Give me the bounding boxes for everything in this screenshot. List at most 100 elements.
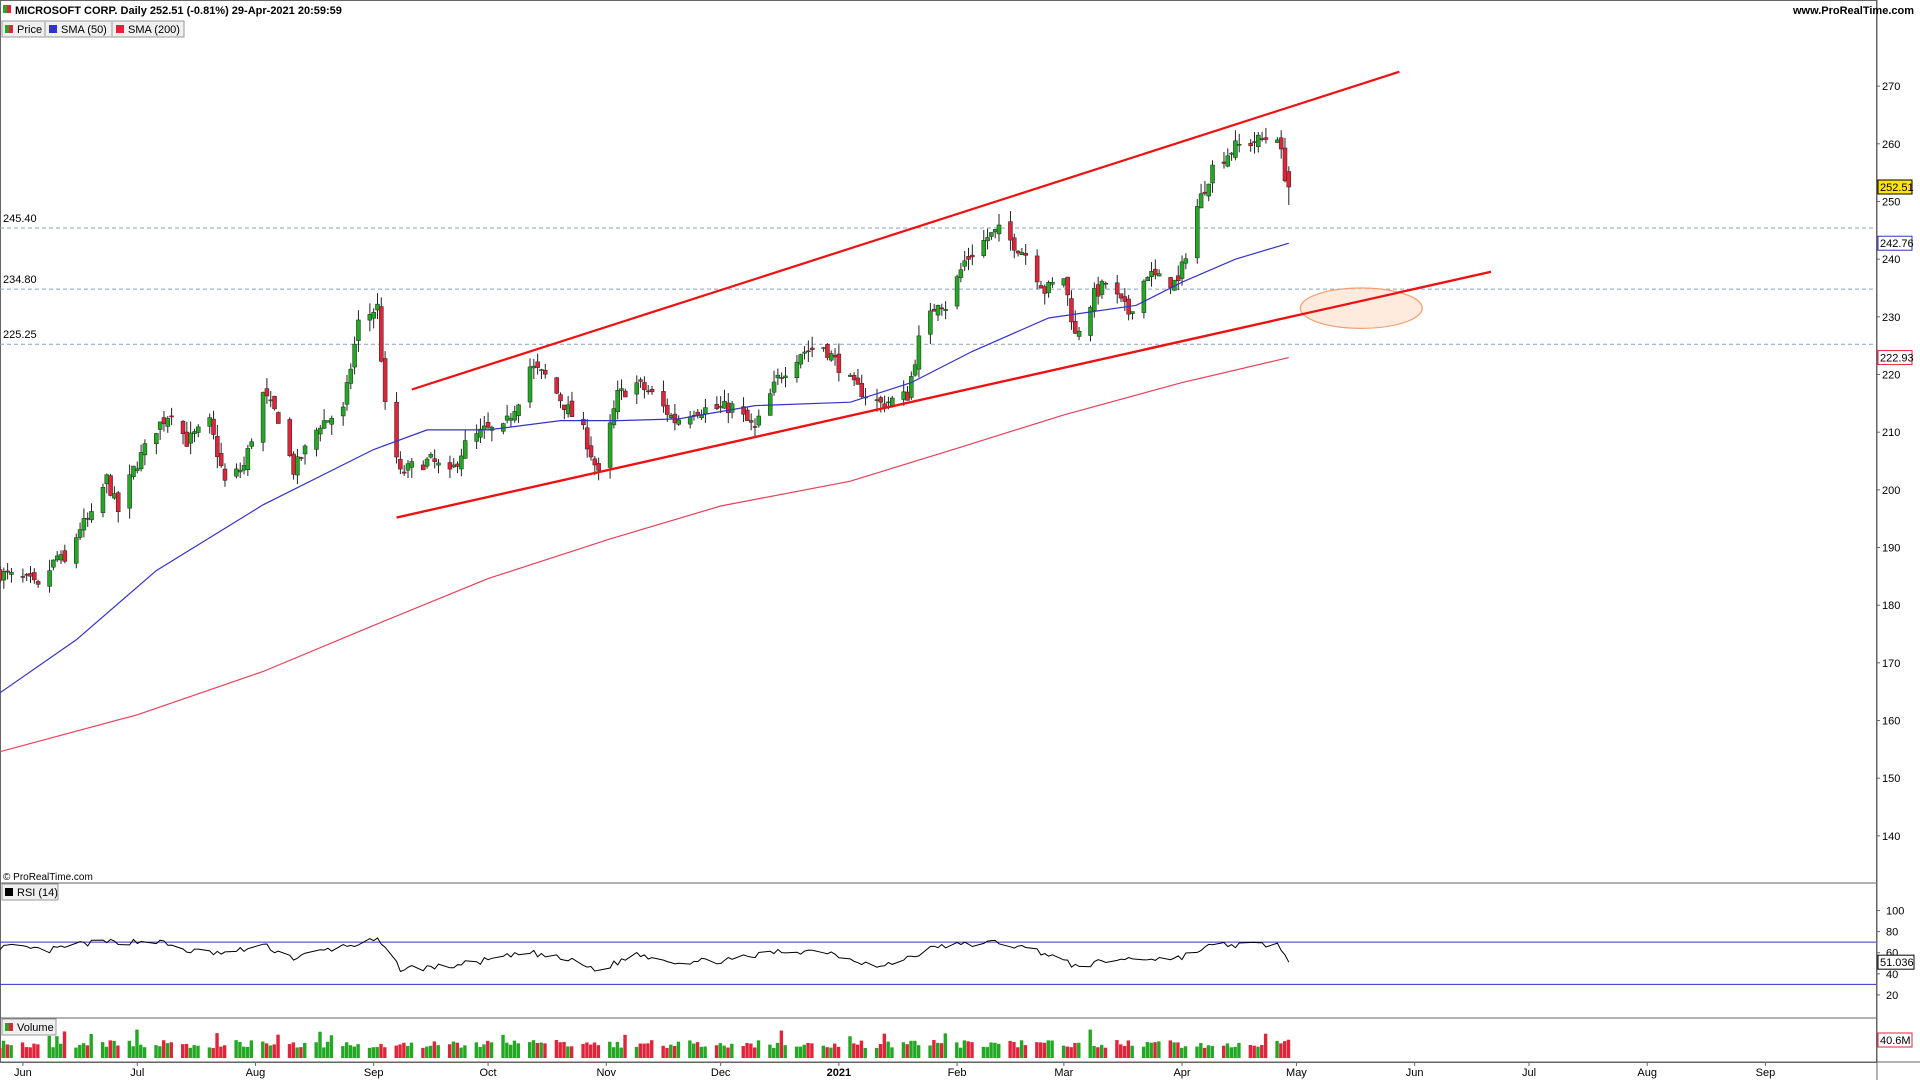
volume-bar[interactable]	[672, 1046, 677, 1058]
volume-pane[interactable]	[0, 1029, 1291, 1058]
volume-bar[interactable]	[958, 1047, 963, 1058]
candle[interactable]	[1275, 137, 1280, 144]
volume-bar[interactable]	[238, 1041, 242, 1058]
candle[interactable]	[989, 232, 994, 240]
candle[interactable]	[321, 409, 327, 430]
candle[interactable]	[508, 413, 514, 427]
volume-bar[interactable]	[165, 1043, 170, 1058]
volume-bar[interactable]	[508, 1044, 513, 1058]
volume-bar[interactable]	[451, 1041, 456, 1058]
candle[interactable]	[1210, 160, 1215, 193]
volume-bar[interactable]	[222, 1045, 227, 1058]
candle[interactable]	[104, 473, 110, 494]
volume-bar[interactable]	[966, 1041, 970, 1058]
candle[interactable]	[169, 407, 174, 426]
candle[interactable]	[783, 366, 788, 388]
candle[interactable]	[1088, 305, 1093, 342]
volume-bar[interactable]	[489, 1042, 494, 1058]
candle[interactable]	[909, 371, 914, 400]
candle[interactable]	[992, 229, 998, 239]
volume-bar[interactable]	[794, 1046, 799, 1058]
volume-bar[interactable]	[1168, 1040, 1172, 1058]
candle[interactable]	[260, 391, 266, 452]
candle[interactable]	[645, 385, 651, 395]
volume-bar[interactable]	[1153, 1042, 1157, 1058]
volume-bar[interactable]	[428, 1045, 433, 1058]
volume-bar[interactable]	[874, 1047, 879, 1058]
price-pane[interactable]: 245.40 234.80 225.25	[0, 70, 1876, 753]
volume-bar[interactable]	[1195, 1046, 1199, 1058]
candle[interactable]	[1202, 180, 1208, 196]
candle[interactable]	[1256, 132, 1261, 153]
candle[interactable]	[485, 412, 491, 430]
volume-bar[interactable]	[1199, 1043, 1203, 1058]
volume-bar[interactable]	[104, 1046, 109, 1058]
candle[interactable]	[565, 395, 571, 418]
volume-bar[interactable]	[730, 1043, 734, 1058]
candle[interactable]	[74, 533, 79, 569]
volume-bar[interactable]	[852, 1043, 856, 1058]
volume-bar[interactable]	[154, 1045, 158, 1058]
candle[interactable]	[241, 456, 247, 475]
volume-bar[interactable]	[299, 1047, 303, 1058]
volume-bar[interactable]	[394, 1045, 398, 1058]
volume-bar[interactable]	[501, 1034, 505, 1058]
candle[interactable]	[527, 358, 533, 408]
volume-bar[interactable]	[1282, 1041, 1287, 1058]
candle[interactable]	[1145, 276, 1150, 282]
volume-bar[interactable]	[459, 1047, 463, 1058]
candle[interactable]	[298, 456, 304, 461]
candle[interactable]	[1183, 253, 1189, 270]
candle[interactable]	[424, 457, 430, 469]
volume-bar[interactable]	[409, 1042, 414, 1058]
candle[interactable]	[722, 389, 727, 409]
candle[interactable]	[196, 424, 201, 438]
volume-bar[interactable]	[1252, 1045, 1256, 1058]
volume-bar[interactable]	[1286, 1039, 1291, 1058]
volume-bar[interactable]	[1141, 1046, 1146, 1058]
candle[interactable]	[127, 464, 132, 519]
volume-bar[interactable]	[859, 1040, 864, 1058]
volume-bar[interactable]	[691, 1043, 696, 1058]
candle[interactable]	[855, 368, 861, 385]
volume-bar[interactable]	[352, 1046, 357, 1058]
candle[interactable]	[478, 418, 483, 443]
candle[interactable]	[954, 274, 960, 310]
volume-bar[interactable]	[989, 1042, 993, 1058]
volume-bar[interactable]	[1225, 1043, 1230, 1058]
candle[interactable]	[318, 424, 323, 442]
candle[interactable]	[5, 563, 10, 580]
volume-bar[interactable]	[722, 1045, 726, 1058]
volume-bar[interactable]	[367, 1047, 372, 1058]
candle[interactable]	[165, 415, 171, 433]
volume-bar[interactable]	[1115, 1040, 1119, 1058]
candle[interactable]	[234, 463, 239, 479]
volume-bar[interactable]	[341, 1046, 345, 1058]
candle[interactable]	[1229, 152, 1234, 161]
candle[interactable]	[775, 368, 781, 386]
volume-bar[interactable]	[314, 1042, 318, 1058]
candle[interactable]	[451, 458, 456, 469]
candle[interactable]	[356, 310, 361, 352]
candle[interactable]	[81, 508, 87, 538]
volume-bar[interactable]	[356, 1044, 360, 1058]
volume-bar[interactable]	[821, 1045, 826, 1058]
volume-bar[interactable]	[1221, 1045, 1226, 1058]
volume-bar[interactable]	[51, 1047, 55, 1058]
candle[interactable]	[1069, 290, 1074, 330]
candle[interactable]	[382, 351, 388, 410]
candle[interactable]	[756, 409, 762, 428]
volume-bar[interactable]	[955, 1042, 959, 1058]
legend-price[interactable]: Price	[5, 24, 42, 36]
volume-bar[interactable]	[1183, 1046, 1188, 1058]
candle[interactable]	[1168, 277, 1173, 295]
candle[interactable]	[1195, 199, 1200, 264]
candle[interactable]	[211, 410, 216, 440]
volume-bar[interactable]	[32, 1043, 36, 1058]
volume-bar[interactable]	[436, 1045, 440, 1058]
candle[interactable]	[928, 302, 933, 345]
candle[interactable]	[623, 388, 628, 398]
candle[interactable]	[794, 355, 800, 383]
volume-bar[interactable]	[768, 1044, 772, 1058]
